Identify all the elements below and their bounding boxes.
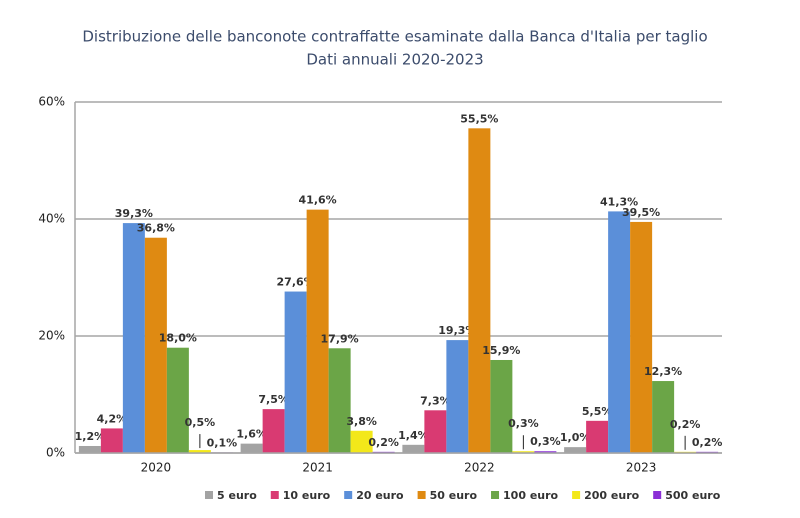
value-label: 0,2% (692, 436, 723, 449)
legend-swatch (491, 491, 500, 499)
y-tick-label: 20% (38, 329, 65, 343)
bar (586, 420, 609, 453)
value-label: 0,5% (185, 416, 216, 429)
bar (424, 410, 447, 453)
bar (78, 445, 101, 453)
bar (188, 450, 211, 453)
value-label: 41,3% (600, 195, 638, 208)
legend-label: 20 euro (356, 489, 404, 502)
legend-swatch (417, 491, 426, 499)
bar (468, 128, 491, 453)
y-tick-label: 60% (38, 95, 65, 109)
legend-label: 10 euro (283, 489, 331, 502)
bar (630, 221, 653, 453)
value-label: 5,5% (582, 405, 613, 418)
legend-label: 100 euro (503, 489, 559, 502)
value-label: 19,3% (438, 324, 476, 337)
bar (306, 209, 329, 453)
value-label: 0,3% (508, 417, 539, 430)
value-label: 15,9% (482, 344, 520, 357)
value-label: 3,8% (346, 415, 377, 428)
bar (122, 223, 145, 453)
bar (350, 430, 373, 453)
legend-label: 500 euro (665, 489, 721, 502)
legend-label: 5 euro (217, 489, 257, 502)
value-label: 17,9% (321, 332, 359, 345)
legend-swatch (344, 491, 353, 499)
bar (262, 409, 285, 453)
value-label: 39,5% (622, 206, 660, 219)
bar (564, 447, 587, 453)
value-label: 0,2% (670, 418, 701, 431)
bar (166, 347, 189, 453)
bar (328, 348, 351, 453)
value-label: 39,3% (115, 207, 153, 220)
y-tick-label: 0% (46, 446, 65, 460)
value-label: 41,6% (299, 194, 337, 207)
value-label: 18,0% (159, 332, 197, 345)
value-label: 1,6% (236, 428, 267, 441)
legend-label: 50 euro (430, 489, 478, 502)
value-label: 36,8% (137, 222, 175, 235)
value-label: 27,6% (277, 276, 315, 289)
legend-label: 200 euro (584, 489, 640, 502)
bar (490, 359, 513, 453)
bar (240, 443, 263, 453)
value-label: 0,3% (530, 435, 561, 448)
bar (446, 340, 469, 453)
value-label: 12,3% (644, 365, 682, 378)
chart-title: Distribuzione delle banconote contraffat… (82, 28, 707, 46)
value-label: 1,2% (75, 430, 106, 443)
bar (402, 444, 425, 453)
value-label: 7,5% (258, 393, 289, 406)
value-label: 0,1% (207, 436, 238, 449)
legend-swatch (205, 491, 213, 499)
bar (100, 428, 123, 453)
y-tick-label: 40% (38, 212, 65, 226)
bar (608, 211, 631, 453)
legend-swatch (653, 491, 662, 499)
x-tick-label: 2023 (626, 461, 657, 475)
value-label: 1,0% (560, 431, 591, 444)
legend-swatch (270, 491, 279, 499)
bar (652, 381, 675, 453)
value-label: 7,3% (420, 394, 451, 407)
value-label: 1,4% (398, 429, 429, 442)
bar (144, 237, 167, 453)
x-tick-label: 2020 (141, 461, 172, 475)
value-label: 0,2% (368, 436, 399, 449)
bar (284, 291, 307, 453)
bar (534, 451, 557, 453)
x-tick-label: 2021 (302, 461, 333, 475)
x-tick-label: 2022 (464, 461, 495, 475)
value-label: 4,2% (97, 412, 128, 425)
chart-subtitle: Dati annuali 2020-2023 (306, 51, 483, 69)
legend-swatch (572, 491, 581, 499)
bar (512, 451, 535, 453)
value-label: 55,5% (460, 112, 498, 125)
